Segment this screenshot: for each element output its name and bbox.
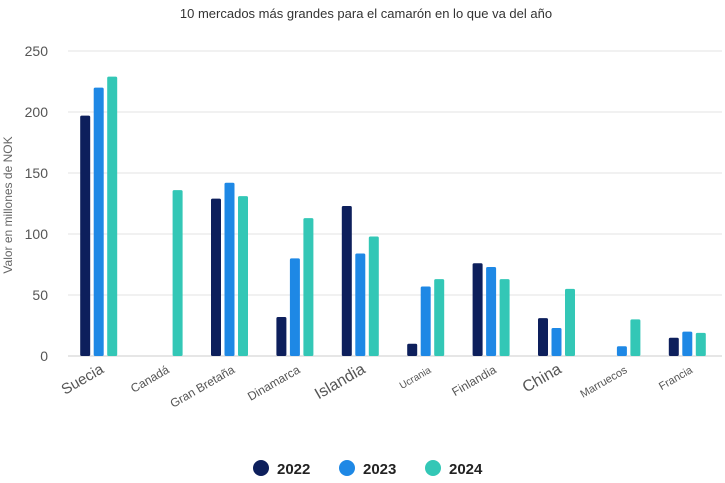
bar-2023-china xyxy=(551,327,562,356)
bars xyxy=(80,76,706,357)
legend-label: 2022 xyxy=(277,461,310,478)
y-tick-label: 250 xyxy=(25,43,49,59)
x-tick-label: China xyxy=(520,361,565,397)
bar-2022-china xyxy=(538,318,548,356)
x-tick-label: Suecia xyxy=(58,360,107,398)
bar-2023-francia xyxy=(682,331,693,356)
legend-marker-2023 xyxy=(339,460,355,476)
bar-2023-dinamarca xyxy=(289,258,300,356)
bar-2023-ucrania xyxy=(420,286,431,356)
bar-2022-finlandia xyxy=(472,263,483,356)
bar-2024-china xyxy=(565,288,575,356)
bar-2022-dinamarca xyxy=(276,316,287,356)
bar-2024-dinamarca xyxy=(303,218,314,356)
bar-2022-ucrania xyxy=(407,343,418,356)
bar-2024-suecia xyxy=(107,76,118,357)
y-tick-label: 0 xyxy=(40,348,48,364)
x-tick-label: Dinamarca xyxy=(245,362,303,403)
bar-2023-gran-bretaña xyxy=(224,182,235,356)
y-axis-label: Valor en millones de NOK xyxy=(1,136,15,273)
legend-label: 2024 xyxy=(449,461,483,478)
bar-2022-islandia xyxy=(341,205,352,356)
bar-2024-canadá xyxy=(172,190,183,356)
bar-2024-islandia xyxy=(368,236,379,356)
legend: 2022 2023 2024 xyxy=(253,460,483,478)
x-tick-label: Ucrania xyxy=(398,365,434,392)
chart-title: 10 mercados más grandes para el camarón … xyxy=(180,6,552,21)
bar-2024-finlandia xyxy=(499,279,510,356)
bar-2024-marruecos xyxy=(630,319,641,356)
x-tick-label: Canadá xyxy=(128,362,172,395)
bar-2023-suecia xyxy=(93,87,104,356)
bar-2022-suecia xyxy=(80,115,91,356)
bar-2023-finlandia xyxy=(486,266,497,356)
y-tick-label: 150 xyxy=(25,165,49,181)
gridlines xyxy=(68,50,722,357)
x-tick-label: Marruecos xyxy=(578,364,629,401)
bar-2024-ucrania xyxy=(434,279,445,356)
x-tick-label: Islandia xyxy=(312,361,368,403)
x-tick-label: Gran Bretaña xyxy=(168,362,238,410)
bar-2023-islandia xyxy=(355,253,366,356)
bar-2024-gran-bretaña xyxy=(238,196,248,356)
y-tick-label: 100 xyxy=(25,226,49,242)
legend-marker-2022 xyxy=(253,460,269,476)
bar-2022-gran-bretaña xyxy=(211,198,221,356)
legend-marker-2024 xyxy=(425,460,441,476)
y-tick-label: 50 xyxy=(32,287,48,303)
x-tick-label: Finlandia xyxy=(449,362,498,399)
bar-2023-marruecos xyxy=(616,346,627,356)
x-tick-label: Francia xyxy=(657,364,696,393)
bar-2024-francia xyxy=(695,332,706,356)
bar-2022-francia xyxy=(668,337,679,356)
y-axis-ticks: 0 50 100 150 200 250 xyxy=(25,43,49,364)
y-tick-label: 200 xyxy=(25,104,49,120)
legend-label: 2023 xyxy=(363,461,396,478)
